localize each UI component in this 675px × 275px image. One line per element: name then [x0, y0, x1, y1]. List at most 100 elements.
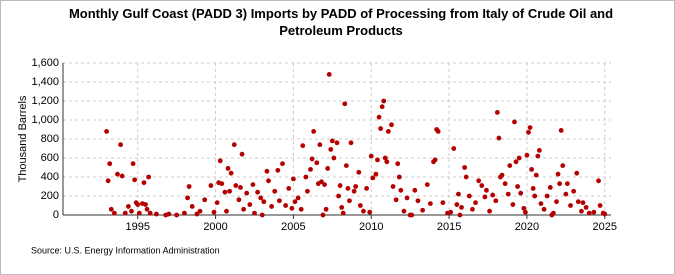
data-point: [286, 186, 292, 191]
data-point: [122, 210, 128, 216]
data-point: [456, 191, 461, 197]
data-point: [515, 184, 520, 189]
data-point: [395, 161, 401, 167]
data-point: [448, 209, 454, 215]
data-point: [111, 210, 117, 216]
data-point: [252, 210, 257, 216]
data-point: [376, 114, 382, 120]
data-point: [115, 171, 120, 177]
data-point: [505, 191, 511, 197]
data-point: [337, 183, 343, 188]
data-point: [356, 169, 362, 175]
chart-title: Monthly Gulf Coast (PADD 3) Imports by P…: [68, 6, 614, 38]
data-point: [424, 182, 430, 188]
data-point: [118, 142, 124, 148]
y-axis-title: Thousand Barrels: [17, 95, 29, 182]
data-point: [233, 183, 239, 188]
data-point: [532, 193, 538, 199]
data-point: [219, 181, 225, 187]
data-point: [309, 156, 315, 162]
data-point: [524, 152, 530, 158]
data-point: [370, 175, 376, 181]
data-point: [185, 195, 190, 201]
data-point: [292, 199, 298, 205]
data-point: [476, 178, 482, 184]
data-point: [211, 209, 217, 215]
data-point: [264, 168, 270, 174]
data-point: [163, 212, 169, 218]
y-tick-label: 600: [41, 152, 59, 164]
data-point: [462, 165, 468, 170]
data-point: [393, 197, 399, 203]
data-point: [319, 179, 324, 185]
data-point: [533, 172, 539, 178]
x-tick-label: 1995: [125, 221, 149, 233]
source-note: Source: U.S. Energy Information Administ…: [31, 245, 220, 255]
x-tick-label: 2000: [203, 221, 227, 233]
data-point: [345, 186, 351, 191]
data-point: [300, 143, 306, 149]
data-point: [339, 205, 345, 210]
data-point: [104, 129, 109, 134]
data-point: [353, 184, 359, 189]
y-tick-label: 0: [53, 209, 59, 221]
data-point: [381, 98, 387, 104]
data-point: [484, 187, 489, 193]
data-point: [549, 212, 555, 218]
data-point: [217, 158, 223, 164]
data-point: [535, 153, 541, 159]
data-point: [189, 204, 195, 209]
data-point: [482, 194, 488, 200]
data-point: [322, 182, 327, 188]
data-point: [261, 199, 267, 205]
data-point: [328, 147, 334, 152]
data-point: [119, 173, 125, 179]
data-point: [518, 190, 524, 196]
x-tick-label: 2020: [515, 221, 539, 233]
data-point: [602, 211, 608, 217]
data-point: [384, 159, 390, 165]
y-tick-label: 200: [41, 190, 59, 202]
data-point: [583, 205, 589, 210]
data-point: [289, 205, 295, 211]
data-point: [493, 198, 499, 204]
data-point: [357, 203, 363, 208]
data-point: [398, 187, 404, 193]
data-point: [415, 198, 421, 204]
data-point: [325, 166, 331, 171]
data-point: [555, 171, 561, 177]
data-point: [490, 192, 496, 198]
data-point: [317, 142, 323, 148]
data-point: [227, 188, 232, 194]
data-point: [494, 110, 500, 115]
data-point: [266, 178, 271, 184]
data-point: [305, 188, 310, 194]
data-point: [135, 202, 141, 207]
data-point: [108, 206, 114, 212]
data-point: [143, 202, 148, 207]
data-point: [236, 197, 242, 203]
data-point: [291, 176, 296, 182]
data-point: [522, 209, 528, 215]
x-tick-label: 2025: [593, 221, 617, 233]
data-point: [378, 126, 383, 131]
data-point: [499, 172, 505, 178]
data-point: [563, 191, 569, 197]
x-tick-label: 2010: [359, 221, 383, 233]
data-point: [560, 163, 566, 169]
x-tick-label: 2005: [281, 221, 305, 233]
data-point: [275, 167, 281, 173]
data-point: [409, 212, 415, 218]
data-point: [420, 207, 426, 213]
data-point: [557, 181, 563, 187]
data-point: [146, 174, 152, 180]
data-point: [197, 208, 203, 214]
data-point: [379, 104, 385, 110]
data-point: [459, 205, 464, 210]
data-point: [144, 206, 150, 212]
data-point: [258, 195, 264, 201]
data-point: [241, 206, 246, 212]
data-point: [303, 174, 309, 180]
data-point: [512, 119, 517, 125]
